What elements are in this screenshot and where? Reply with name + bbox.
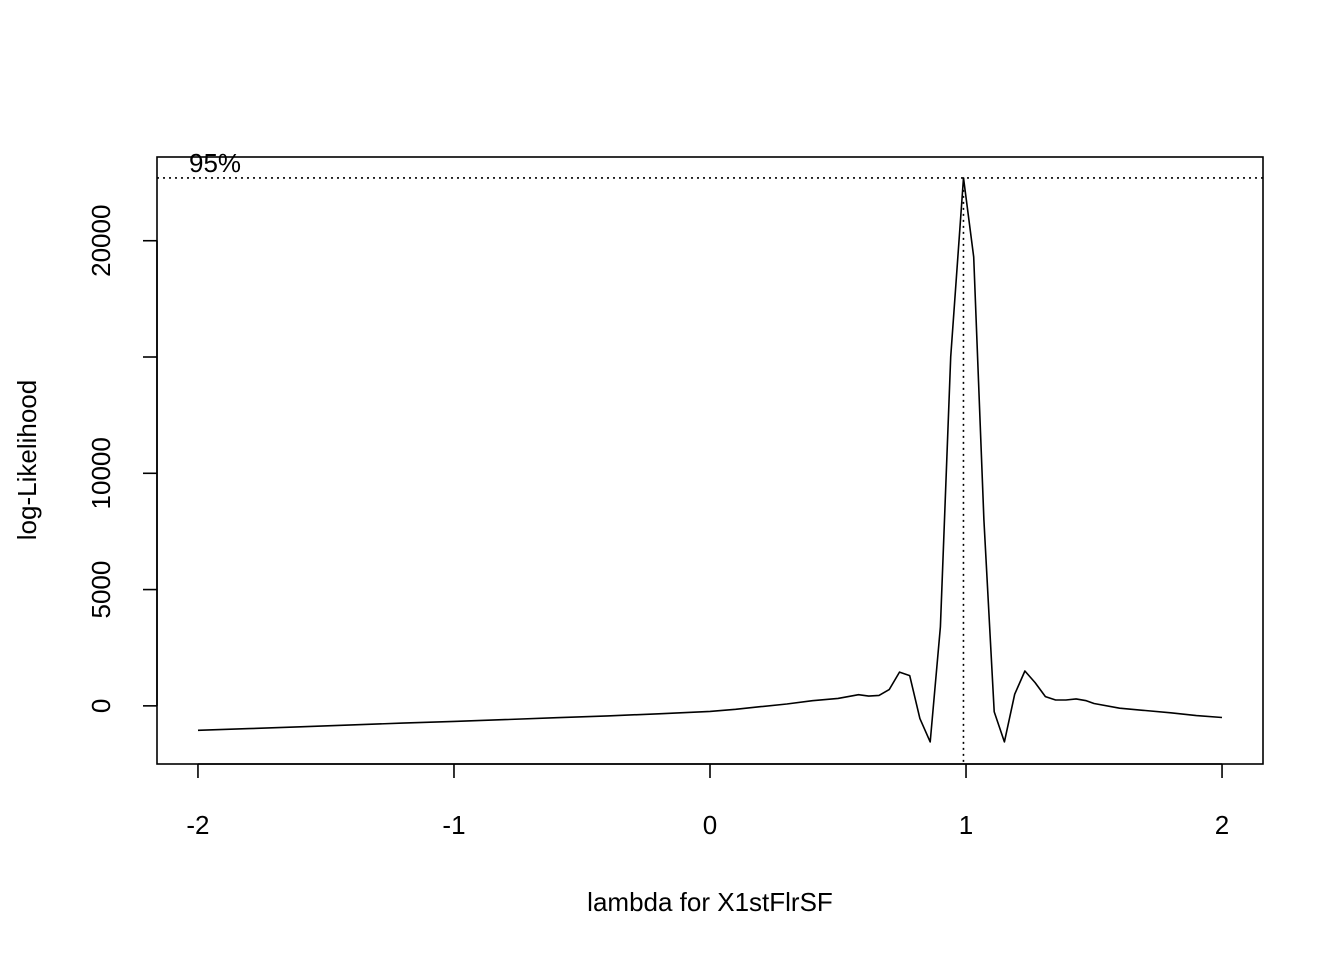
y-tick-label: 10000: [86, 437, 116, 509]
loglik-curve: [197, 177, 1223, 743]
y-tick-label: 0: [86, 699, 116, 713]
y-tick-label: 5000: [86, 561, 116, 619]
x-tick-label: 0: [703, 810, 717, 840]
x-axis-label: lambda for X1stFlrSF: [587, 887, 833, 917]
plot-frame: [156, 156, 1264, 765]
x-tick-label: -1: [442, 810, 465, 840]
x-tick-label: 2: [1215, 810, 1229, 840]
x-tick-label: 1: [959, 810, 973, 840]
x-tick-label: -2: [186, 810, 209, 840]
y-axis-label: log-Likelihood: [12, 380, 42, 540]
y-tick-label: 20000: [86, 205, 116, 277]
ci-label: 95%: [189, 148, 241, 178]
